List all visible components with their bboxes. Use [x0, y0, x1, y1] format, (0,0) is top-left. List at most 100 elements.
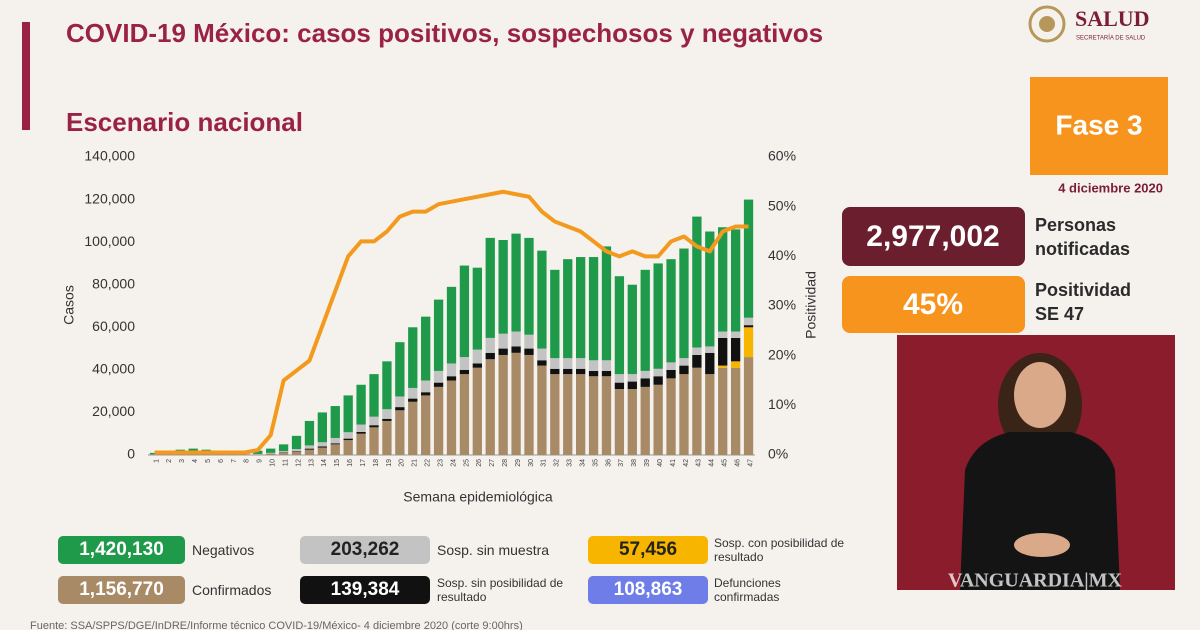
y-tick-label: 100,000 [84, 233, 135, 249]
bar-segment [588, 376, 599, 455]
y2-tick-label: 0% [768, 446, 788, 462]
bar-segment [743, 199, 754, 318]
bar-segment [395, 396, 405, 408]
bar-segment [498, 348, 508, 355]
bar-segment [356, 384, 366, 425]
legend-value: 139,384 [300, 576, 430, 604]
bar-segment [601, 376, 612, 455]
y2-tick-label: 10% [768, 396, 796, 412]
bar-segment [666, 369, 676, 379]
bar-segment [317, 442, 328, 447]
bar-segment [317, 446, 328, 448]
y2-tick-label: 60% [768, 148, 796, 164]
x-tick-label: 40 [657, 459, 664, 467]
bar-segment [459, 357, 470, 370]
video: VANGUARDIA|MX [897, 335, 1175, 592]
bar-segment [563, 374, 573, 455]
bar-segment [175, 454, 185, 455]
bar-segment [472, 367, 482, 455]
bar-segment [718, 227, 728, 332]
bar-segment [472, 267, 482, 350]
positivity-label-line: Positividad [1035, 280, 1132, 300]
bar-segment [330, 406, 340, 438]
notified-box [842, 207, 1025, 266]
bar-segment [278, 451, 289, 453]
bar-segment [627, 389, 637, 455]
bar-segment [459, 374, 470, 455]
x-tick-label: 33 [567, 459, 574, 467]
bar-segment [382, 418, 392, 421]
hands [1014, 533, 1070, 557]
bar-segment [640, 269, 650, 371]
bar-segment [666, 378, 676, 455]
x-tick-label: 32 [554, 459, 561, 467]
bar-segment [330, 437, 340, 444]
bar-segment [730, 361, 741, 368]
bar-segment [730, 367, 741, 455]
bar-segment [705, 352, 715, 375]
x-tick-label: 6 [218, 459, 225, 463]
bar-segment [743, 317, 754, 326]
bar-segment [679, 358, 689, 366]
watermark: VANGUARDIA|MX [948, 570, 1123, 592]
y-tick-label: 20,000 [92, 403, 135, 419]
y2-tick-label: 40% [768, 247, 796, 263]
bar-segment [692, 347, 702, 355]
bar-segment [575, 374, 586, 455]
positivity-value: 45% [903, 288, 963, 321]
phase-text: Fase 3 [1055, 109, 1142, 140]
bar-segment [498, 240, 508, 334]
y-tick-label: 60,000 [92, 318, 135, 334]
bar-segment [304, 449, 315, 455]
bar-segment [214, 454, 224, 455]
x-tick-label: 39 [644, 459, 651, 467]
x-tick-label: 15 [334, 459, 341, 467]
x-tick-label: 22 [425, 459, 432, 467]
bar-segment [575, 368, 586, 375]
bar-segment [356, 433, 366, 455]
bar-segment [692, 216, 702, 348]
bar-segment [343, 438, 353, 441]
logo-emblem [1028, 5, 1066, 43]
bar-segment [705, 231, 715, 347]
date: 4 diciembre 2020 [1058, 180, 1163, 195]
bar-segment [304, 448, 315, 450]
bar-segment [524, 354, 534, 455]
bar-segment [330, 444, 340, 455]
x-tick-label: 45 [722, 459, 729, 467]
bar-segment [511, 352, 521, 455]
bar-segment [485, 352, 495, 360]
bar-segment [278, 452, 289, 455]
y-axis-label: Casos [61, 285, 77, 325]
deaths-box: 108,863 [588, 576, 708, 604]
legend-value: 1,156,770 [58, 576, 185, 604]
bar-segment [343, 395, 353, 433]
x-tick-label: 47 [747, 459, 754, 467]
bar-segment [266, 448, 276, 453]
x-tick-label: 2 [166, 459, 173, 463]
bar-segment [563, 358, 573, 369]
bar-segment [511, 331, 521, 347]
y-tick-label: 0 [127, 446, 135, 462]
bar-segment [446, 286, 457, 364]
bar-segment [408, 327, 418, 388]
x-tick-label: 13 [308, 459, 315, 467]
x-tick-label: 12 [295, 459, 302, 467]
bar-segment [588, 257, 599, 361]
legend-label: Sosp. sin muestra [437, 542, 550, 558]
bar-segment [601, 246, 612, 361]
bar-segment [614, 389, 625, 455]
bar-segment [266, 452, 276, 454]
bar-segment [421, 380, 431, 393]
bar-segment [446, 376, 457, 381]
y-tick-label: 40,000 [92, 361, 135, 377]
legend-value: 1,420,130 [58, 536, 185, 564]
positivity-label: Positividad SE 47 [1035, 278, 1131, 326]
x-tick-label: 26 [476, 459, 483, 467]
y2-tick-label: 30% [768, 297, 796, 313]
bar-segment [666, 259, 676, 363]
bar-segment [291, 451, 302, 452]
bar-segment [485, 237, 495, 338]
positivity-line [154, 189, 749, 455]
